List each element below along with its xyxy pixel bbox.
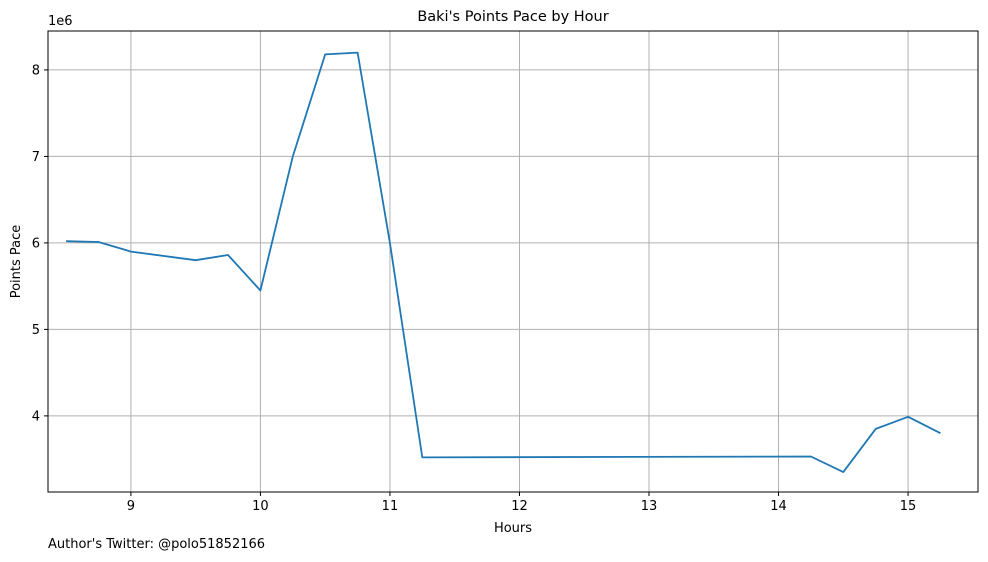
y-offset-label: 1e6 (48, 14, 73, 29)
series-layer (66, 51, 941, 474)
author-credit: Author's Twitter: @polo51852166 (48, 537, 266, 552)
x-axis-label: Hours (494, 521, 532, 536)
chart-title: Baki's Points Pace by Hour (417, 9, 608, 25)
x-tick-label: 11 (382, 499, 399, 514)
y-tick-label: 5 (32, 323, 40, 338)
plot-frame (47, 30, 979, 493)
x-tick-label: 10 (252, 499, 269, 514)
y-tick-label: 6 (32, 236, 40, 251)
x-tick-label: 13 (641, 499, 658, 514)
y-tick-label: 4 (32, 409, 40, 424)
x-tick-label: 14 (770, 499, 787, 514)
y-tick-label: 8 (32, 63, 40, 78)
ticks: 9 10 11 12 13 14 15 4 5 6 7 8 (32, 63, 917, 514)
x-tick-label: 9 (127, 499, 135, 514)
y-tick-label: 7 (32, 150, 40, 165)
x-tick-label: 15 (900, 499, 917, 514)
x-tick-label: 12 (511, 499, 528, 514)
series-line (66, 51, 941, 474)
y-axis-label: Points Pace (9, 225, 24, 299)
grid (48, 31, 978, 492)
